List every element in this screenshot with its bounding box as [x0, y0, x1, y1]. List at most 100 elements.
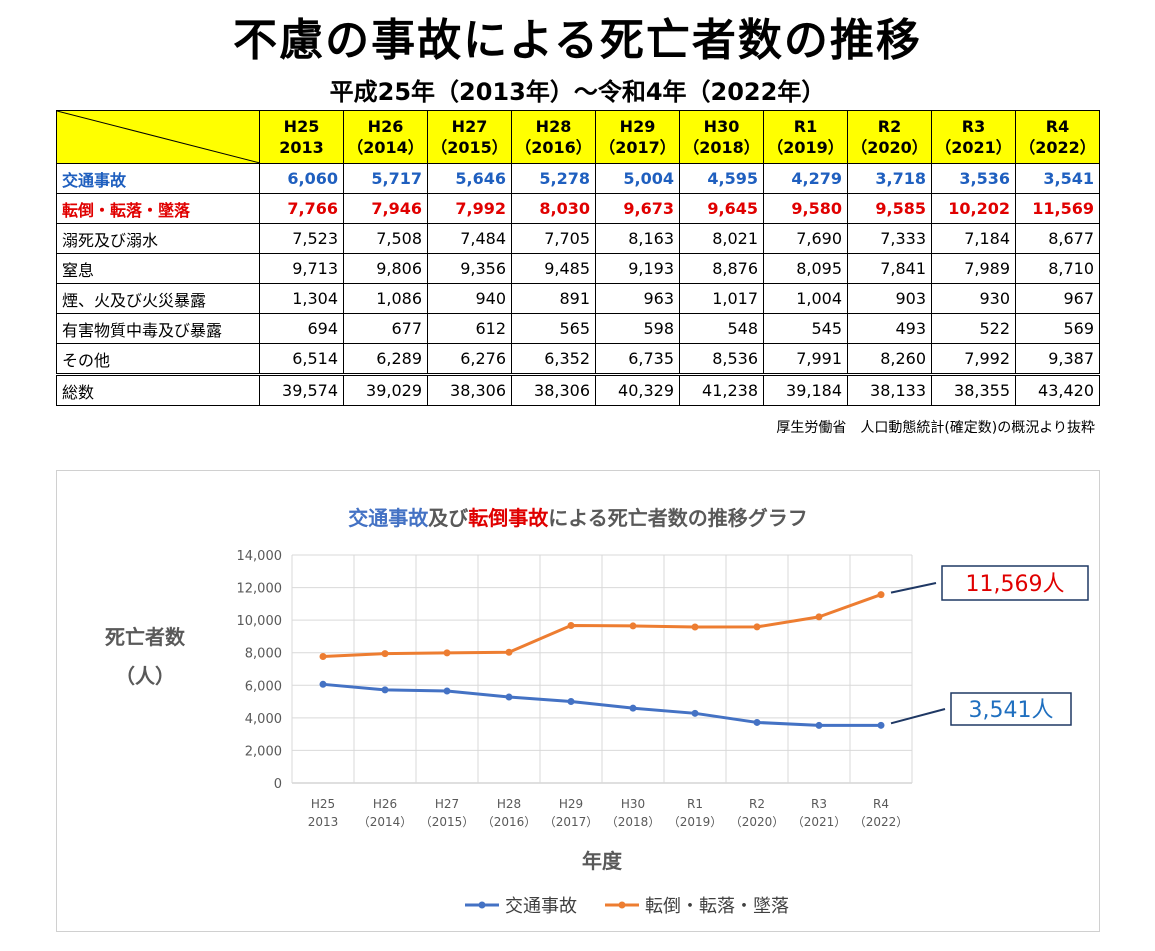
table-cell: 9,645 — [679, 193, 764, 224]
table-cell: 677 — [343, 313, 428, 344]
y-tick-label: 8,000 — [245, 647, 282, 662]
table-cell: 7,508 — [343, 223, 428, 254]
row-label: 交通事故 — [56, 163, 260, 194]
table-cell: 1,004 — [763, 283, 848, 314]
table-cell: 8,030 — [511, 193, 596, 224]
table-cell: 38,306 — [511, 373, 596, 406]
table-cell: 7,184 — [931, 223, 1016, 254]
data-point-0 — [381, 686, 389, 694]
y-tick-label: 4,000 — [245, 712, 282, 727]
x-tick-label: H25 — [311, 797, 335, 811]
line-chart: 交通事故及び転倒事故による死亡者数の推移グラフ02,0004,0006,0008… — [105, 506, 1089, 917]
table-cell: 3,718 — [847, 163, 932, 194]
x-tick-label-year: （2020） — [730, 815, 785, 829]
y-tick-label: 2,000 — [245, 744, 282, 759]
table-cell: 612 — [427, 313, 512, 344]
table-cell: 5,646 — [427, 163, 512, 194]
table-cell: 8,260 — [847, 343, 932, 375]
table-cell: 7,991 — [763, 343, 848, 375]
year-header-era: H27 — [451, 117, 488, 136]
table-cell: 1,304 — [259, 283, 344, 314]
table-cell: 3,536 — [931, 163, 1016, 194]
year-header-year: （2020） — [851, 138, 928, 157]
table-cell: 6,289 — [343, 343, 428, 375]
table-cell: 6,276 — [427, 343, 512, 375]
x-tick-label: H30 — [621, 797, 645, 811]
chart-title-part: による死亡者数の推移グラフ — [548, 506, 807, 530]
table-row-suffocation: 窒息 9,713 9,806 9,356 9,485 9,193 8,876 8,095 7,8… — [56, 253, 1100, 284]
year-header-era: H26 — [367, 117, 404, 136]
year-header-5: H30 （2018） — [679, 110, 764, 164]
data-point-0 — [629, 704, 637, 712]
table-cell: 39,184 — [763, 373, 848, 406]
year-header-year: 2013 — [279, 138, 324, 157]
callout-label: 11,569人 — [966, 572, 1065, 597]
callout-box — [950, 692, 1072, 726]
chart-title-part: 転倒事故 — [468, 506, 549, 530]
year-header-era: H25 — [283, 117, 320, 136]
table-cell: 522 — [931, 313, 1016, 344]
table-row-fire: 煙、火及び火災暴露 1,304 1,086 940 891 963 1,017 1,004 90… — [56, 283, 1100, 314]
table-cell: 9,713 — [259, 253, 344, 284]
y-tick-label: 14,000 — [237, 549, 283, 564]
x-tick-label-year: （2021） — [792, 815, 847, 829]
table-cell: 6,514 — [259, 343, 344, 375]
table-cell: 7,333 — [847, 223, 932, 254]
data-point-1 — [877, 591, 885, 599]
table-row-drown: 溺死及び溺水 7,523 7,508 7,484 7,705 8,163 8,021 7,69… — [56, 223, 1100, 254]
table-cell: 6,735 — [595, 343, 680, 375]
year-header-6: R1 （2019） — [763, 110, 848, 164]
year-header-3: H28 （2016） — [511, 110, 596, 164]
data-point-0 — [505, 693, 513, 701]
table-cell: 10,202 — [931, 193, 1016, 224]
table-cell: 569 — [1015, 313, 1100, 344]
data-point-1 — [443, 649, 451, 657]
x-tick-label-year: （2014） — [358, 815, 413, 829]
table-cell: 5,717 — [343, 163, 428, 194]
table-cell: 43,420 — [1015, 373, 1100, 406]
table-cell: 9,387 — [1015, 343, 1100, 375]
table-cell: 940 — [427, 283, 512, 314]
row-label: 窒息 — [56, 253, 260, 284]
row-label: 有害物質中毒及び暴露 — [56, 313, 260, 344]
table-cell: 7,705 — [511, 223, 596, 254]
table-cell: 9,673 — [595, 193, 680, 224]
x-tick-label: R1 — [687, 797, 703, 811]
table-cell: 5,278 — [511, 163, 596, 194]
data-point-0 — [319, 680, 327, 688]
table-cell: 891 — [511, 283, 596, 314]
data-point-0 — [877, 721, 885, 729]
year-header-2: H27 （2015） — [427, 110, 512, 164]
table-row-fall: 転倒・転落・墜落 7,766 7,946 7,992 8,030 9,673 9,645 9,… — [56, 193, 1100, 224]
table-row-traffic: 交通事故 6,060 5,717 5,646 5,278 5,004 4,595 4,279 3… — [56, 163, 1100, 194]
callout-box — [941, 565, 1089, 601]
table-cell: 4,595 — [679, 163, 764, 194]
table-cell: 493 — [847, 313, 932, 344]
year-header-year: （2018） — [683, 138, 760, 157]
year-header-9: R4 （2022） — [1015, 110, 1100, 164]
table-row-poison: 有害物質中毒及び暴露 694 677 612 565 598 548 545 493 522 569 — [56, 313, 1100, 344]
table-cell: 967 — [1015, 283, 1100, 314]
table-cell: 565 — [511, 313, 596, 344]
year-header-era: H29 — [619, 117, 656, 136]
y-tick-label: 6,000 — [245, 679, 282, 694]
table-cell: 9,585 — [847, 193, 932, 224]
table-cell: 8,536 — [679, 343, 764, 375]
table-cell: 3,541 — [1015, 163, 1100, 194]
data-point-0 — [691, 709, 699, 717]
y-tick-label: 0 — [274, 777, 282, 792]
chart-title-part: 交通事故 — [348, 506, 429, 530]
x-tick-label: H28 — [497, 797, 521, 811]
table-cell: 38,306 — [427, 373, 512, 406]
x-tick-label-year: （2017） — [544, 815, 599, 829]
data-point-1 — [753, 623, 761, 631]
year-header-era: R4 — [1045, 117, 1070, 136]
corner-diagonal — [57, 111, 259, 163]
chart-panel: 交通事故及び転倒事故による死亡者数の推移グラフ 0 2,000 4,000 6,000 8… — [56, 470, 1100, 932]
table-cell: 1,086 — [343, 283, 428, 314]
table-row-total: 総数 39,574 39,029 38,306 38,306 40,329 41,238 39… — [56, 373, 1100, 406]
table-header-row: H25 2013 H26 （2014） H27 （2015） H28 （2016） H29 （20… — [56, 110, 1100, 164]
year-header-year: （2022） — [1019, 138, 1096, 157]
page-subtitle: 平成25年（2013年）～令和4年（2022年） — [329, 78, 826, 106]
y-tick-label: 12,000 — [237, 582, 283, 597]
